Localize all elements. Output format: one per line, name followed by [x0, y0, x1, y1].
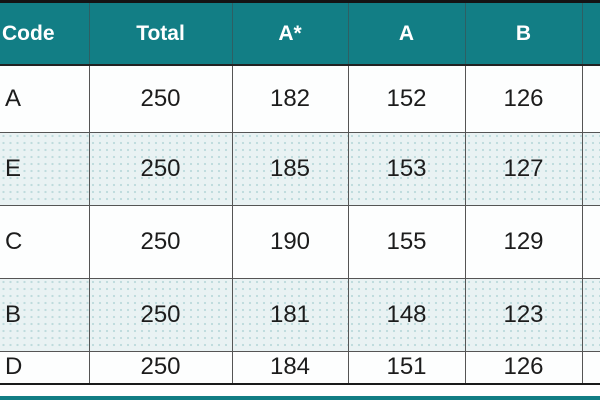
cell-code: C	[0, 204, 90, 279]
next-table-section-edge	[0, 396, 600, 400]
grade-thresholds-table: Code Total A* A B A 250 182 152 126 E 25…	[0, 3, 600, 385]
col-header-astar: A*	[231, 3, 349, 66]
cell-total: 250	[88, 350, 233, 385]
table-header-row: Code Total A* A B	[0, 3, 600, 66]
cell-code: B	[0, 277, 90, 352]
cell-clipped	[581, 64, 600, 133]
cell-total: 250	[88, 64, 233, 133]
cell-code: D	[0, 350, 90, 385]
table-row: E 250 185 153 127	[0, 131, 600, 206]
table-row: B 250 181 148 123	[0, 277, 600, 352]
cell-a: 148	[347, 277, 466, 352]
cell-b: 123	[464, 277, 583, 352]
cell-code: E	[0, 131, 90, 206]
cell-astar: 181	[231, 277, 349, 352]
table-row: D 250 184 151 126	[0, 350, 600, 385]
cell-clipped	[581, 131, 600, 206]
cell-astar: 182	[231, 64, 349, 133]
cell-clipped	[581, 204, 600, 279]
cell-a: 155	[347, 204, 466, 279]
cell-b: 129	[464, 204, 583, 279]
cell-total: 250	[88, 277, 233, 352]
cell-a: 152	[347, 64, 466, 133]
cell-total: 250	[88, 131, 233, 206]
col-header-clipped	[581, 3, 600, 66]
cell-clipped	[581, 277, 600, 352]
cell-astar: 190	[231, 204, 349, 279]
cell-astar: 185	[231, 131, 349, 206]
cell-clipped	[581, 350, 600, 385]
cell-code: A	[0, 64, 90, 133]
table-row: C 250 190 155 129	[0, 204, 600, 279]
cell-b: 126	[464, 64, 583, 133]
col-header-total: Total	[88, 3, 233, 66]
cell-a: 151	[347, 350, 466, 385]
table-row: A 250 182 152 126	[0, 64, 600, 133]
col-header-b: B	[464, 3, 583, 66]
cell-b: 127	[464, 131, 583, 206]
col-header-a: A	[347, 3, 466, 66]
cell-astar: 184	[231, 350, 349, 385]
cell-b: 126	[464, 350, 583, 385]
cell-total: 250	[88, 204, 233, 279]
col-header-code: Code	[0, 3, 90, 66]
cell-a: 153	[347, 131, 466, 206]
